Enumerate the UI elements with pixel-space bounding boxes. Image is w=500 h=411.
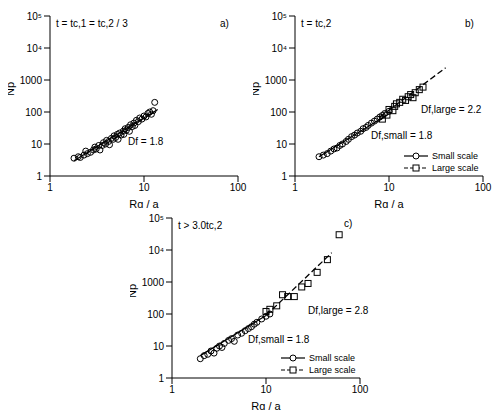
svg-text:1: 1: [36, 171, 42, 182]
svg-text:100: 100: [230, 182, 247, 193]
svg-text:10: 10: [260, 384, 272, 395]
svg-text:100: 100: [352, 384, 369, 395]
svg-text:100: 100: [270, 107, 287, 118]
html-text:a): a): [220, 18, 229, 29]
html-text:c): c): [344, 218, 353, 229]
svg-text:1000: 1000: [20, 75, 43, 86]
svg-text:100: 100: [475, 182, 492, 193]
svg-text:10⁵: 10⁵: [27, 11, 42, 22]
svg-text:1: 1: [169, 384, 175, 395]
svg-text:10: 10: [383, 182, 395, 193]
svg-text:1000: 1000: [142, 277, 165, 288]
html-text:t = tc,2: t = tc,2: [301, 18, 332, 29]
svg-text:10⁵: 10⁵: [272, 11, 287, 22]
html-text:Large scale: Large scale: [432, 163, 479, 173]
svg-text:10⁵: 10⁵: [149, 213, 164, 224]
html-text:b): b): [465, 18, 474, 29]
svg-text:10: 10: [153, 341, 165, 352]
svg-text:Np: Np: [8, 82, 16, 96]
svg-text:Np: Np: [130, 284, 138, 298]
svg-text:Np: Np: [253, 82, 261, 96]
svg-text:1: 1: [47, 182, 53, 193]
svg-text:100: 100: [147, 309, 164, 320]
svg-text:Rg / a: Rg / a: [374, 198, 404, 208]
html-text:t = tc,1 = tc,2 / 3: t = tc,1 = tc,2 / 3: [56, 18, 128, 29]
html-text:Df,large = 2.8: Df,large = 2.8: [308, 305, 369, 316]
svg-text:10⁴: 10⁴: [27, 43, 42, 54]
svg-text:1: 1: [292, 182, 298, 193]
html-text:Large scale: Large scale: [309, 365, 356, 375]
svg-text:100: 100: [25, 107, 42, 118]
html-text:Small scale: Small scale: [432, 151, 478, 161]
svg-text:1: 1: [281, 171, 287, 182]
html-text:Small scale: Small scale: [309, 353, 355, 363]
svg-text:1000: 1000: [265, 75, 288, 86]
html-text:t > 3.0tc,2: t > 3.0tc,2: [178, 220, 223, 231]
svg-text:1: 1: [158, 373, 164, 384]
svg-text:10: 10: [31, 139, 43, 150]
svg-text:Rg / a: Rg / a: [251, 400, 281, 410]
svg-text:10: 10: [138, 182, 150, 193]
svg-text:10: 10: [276, 139, 288, 150]
html-text:Df,small = 1.8: Df,small = 1.8: [248, 334, 310, 345]
html-text:Df,small = 1.8: Df,small = 1.8: [371, 130, 433, 141]
svg-text:10⁴: 10⁴: [272, 43, 287, 54]
svg-text:10⁴: 10⁴: [149, 245, 164, 256]
svg-text:Rg / a: Rg / a: [129, 198, 159, 208]
html-text:Df = 1.8: Df = 1.8: [128, 136, 164, 147]
html-text:Df,large = 2.2: Df,large = 2.2: [421, 104, 482, 115]
